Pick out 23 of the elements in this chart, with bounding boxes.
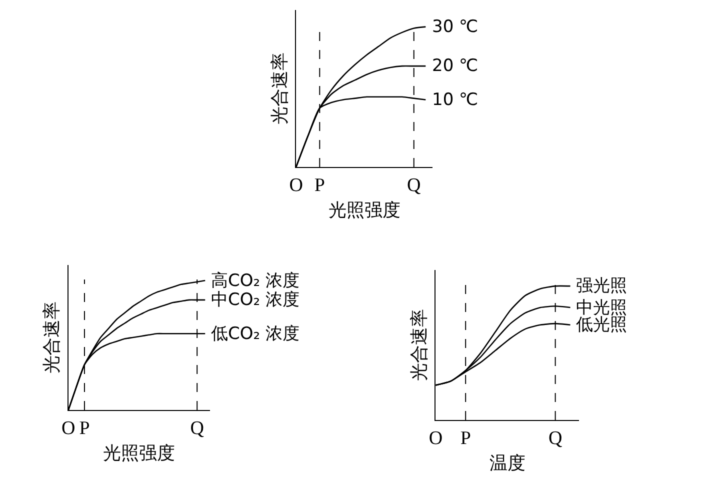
y-axis-title: 光合速率	[269, 52, 290, 124]
y-axis-title: 光合速率	[408, 309, 430, 381]
series-label: 中CO₂ 浓度	[211, 290, 300, 310]
series-label: 20 ℃	[432, 56, 478, 76]
series-label: 低CO₂ 浓度	[211, 324, 300, 344]
x-tick-label: P	[460, 428, 471, 449]
x-tick-label: P	[79, 418, 90, 439]
series-label: 强光照	[576, 276, 627, 296]
x-tick-label: Q	[190, 418, 204, 439]
x-tick-label: Q	[548, 428, 562, 449]
y-axis-title: 光合速率	[42, 302, 63, 374]
x-tick-label: Q	[407, 174, 422, 196]
series-label: 高CO₂ 浓度	[211, 271, 300, 291]
x-tick-label: P	[314, 174, 325, 196]
x-axis-title: 光照强度	[328, 200, 400, 221]
x-tick-label: O	[62, 418, 76, 439]
x-axis-title: 温度	[489, 452, 526, 474]
series-label: 低光照	[576, 315, 627, 335]
series-label: 10 ℃	[432, 90, 478, 110]
x-axis-title: 光照强度	[103, 442, 176, 464]
x-tick-label: O	[428, 428, 443, 449]
x-tick-label: O	[289, 174, 303, 196]
series-label: 30 ℃	[432, 17, 478, 37]
